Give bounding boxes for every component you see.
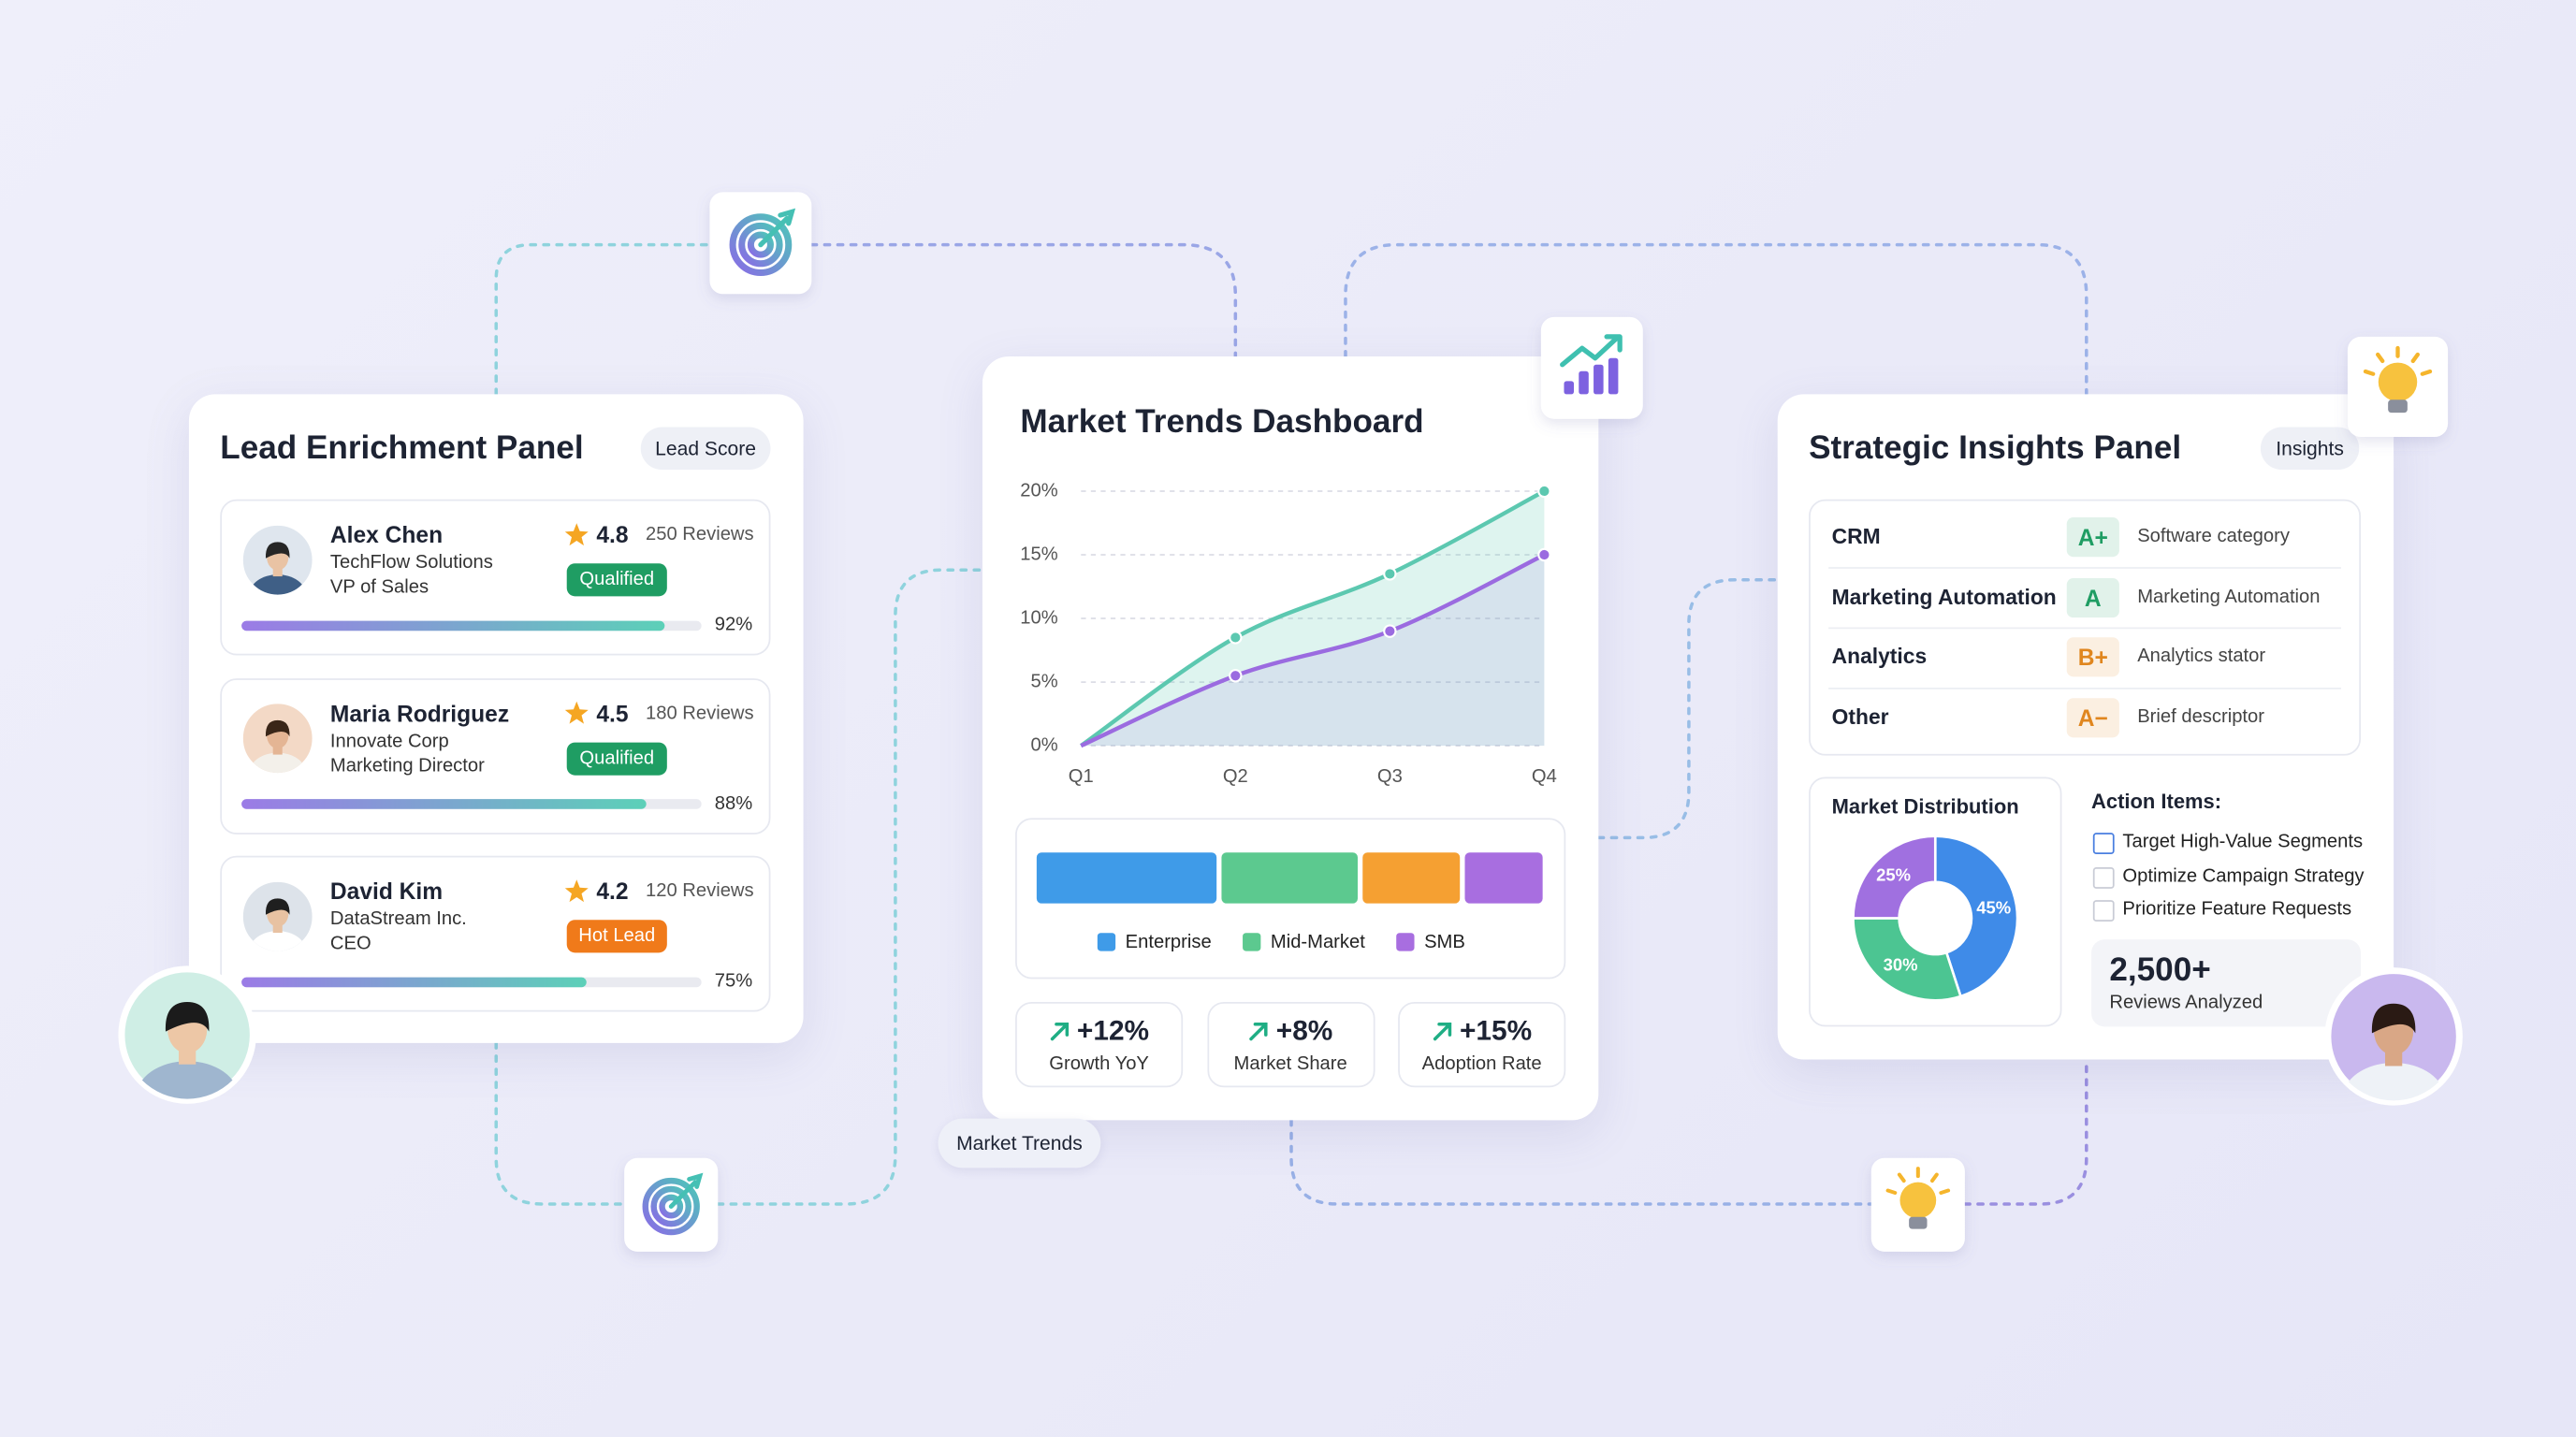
arrow <box>1049 1022 1069 1041</box>
stat-value: +15% <box>1460 1015 1533 1047</box>
status-pill: Qualified <box>566 741 667 775</box>
connector <box>494 242 712 397</box>
lead-role: CEO <box>329 934 371 954</box>
lead-rating: 4.8 <box>596 521 629 548</box>
segments-box <box>1015 818 1566 980</box>
checkbox[interactable] <box>2092 900 2115 922</box>
trend-arrow <box>1433 1022 1451 1041</box>
row-name: Other <box>1831 704 1889 730</box>
lead-reviews: 250 Reviews <box>646 525 754 545</box>
connector <box>1596 578 1780 840</box>
lead-role: Marketing Director <box>329 755 485 777</box>
checkbox[interactable] <box>2092 833 2115 854</box>
status-pill: Hot Lead <box>566 920 667 953</box>
lead-company: DataStream Inc. <box>329 909 467 930</box>
stat-label: Growth YoY <box>1049 1054 1149 1075</box>
lead-company: Innovate Corp <box>329 731 449 751</box>
distribution-box <box>1809 777 2062 1027</box>
reviews-label: Reviews Analyzed <box>2109 993 2263 1013</box>
stat-row: +15% <box>1432 1015 1532 1048</box>
stat-row: +12% <box>1049 1015 1149 1048</box>
stat-label: Market Share <box>1233 1054 1347 1075</box>
action-item: Prioritize Feature Requests <box>2122 899 2352 920</box>
action-item: Optimize Campaign Strategy <box>2122 865 2365 886</box>
progress-label: 88% <box>714 793 753 814</box>
grade-badge: A+ <box>2066 517 2119 558</box>
connector <box>809 242 1238 358</box>
lead-card <box>220 855 771 1012</box>
stat-box: +8% Market Share <box>1206 1002 1375 1088</box>
panel-title: Lead Enrichment Panel <box>220 430 584 467</box>
grade-badge: A− <box>2066 698 2119 738</box>
reviews-box <box>2091 939 2361 1027</box>
tag-pill: Market Trends <box>938 1118 1101 1168</box>
arrow <box>1248 1022 1268 1041</box>
trend-arrow <box>1248 1022 1268 1041</box>
panel-title: Strategic Insights Panel <box>1809 430 2182 467</box>
status-pill: Qualified <box>566 563 667 597</box>
arrow <box>1433 1022 1451 1041</box>
row-desc: Software category <box>2137 527 2290 547</box>
row-name: Marketing Automation <box>1831 584 2057 609</box>
row-name: Analytics <box>1831 644 1928 670</box>
lead-card <box>220 499 771 656</box>
panel-title: Market Trends Dashboard <box>1020 403 1424 441</box>
actions-title: Action Items: <box>2091 790 2222 814</box>
progress-label: 75% <box>714 971 753 992</box>
row-name: CRM <box>1831 523 1881 549</box>
grade-badge: A <box>2066 577 2119 617</box>
connector <box>1963 1057 2088 1206</box>
badge: Insights <box>2260 427 2360 471</box>
badge: Lead Score <box>640 427 771 471</box>
row-desc: Analytics stator <box>2137 646 2266 667</box>
lead-name: David Kim <box>329 878 444 905</box>
connector <box>1344 242 2088 397</box>
connector <box>1289 1118 1873 1206</box>
stat-box: +12% Growth YoY <box>1015 1002 1184 1088</box>
insights-table <box>1809 499 2361 756</box>
lead-name: Alex Chen <box>329 521 444 548</box>
connector <box>716 568 984 1206</box>
connector <box>494 1041 626 1206</box>
stat-label: Adoption Rate <box>1421 1054 1542 1075</box>
lead-company: TechFlow Solutions <box>329 553 493 573</box>
checkbox[interactable] <box>2092 866 2115 888</box>
row-desc: Brief descriptor <box>2137 707 2265 728</box>
lead-role: VP of Sales <box>329 577 429 598</box>
stat-row: +8% <box>1248 1015 1332 1048</box>
lead-name: Maria Rodriguez <box>329 699 510 726</box>
trend-arrow <box>1049 1022 1069 1041</box>
lead-reviews: 180 Reviews <box>646 703 754 723</box>
lead-rating: 4.5 <box>596 699 629 726</box>
stat-value: +8% <box>1275 1015 1333 1047</box>
progress-label: 92% <box>714 615 753 635</box>
stat-box: +15% Adoption Rate <box>1398 1002 1566 1088</box>
distribution-title: Market Distribution <box>1831 794 2019 819</box>
lead-rating: 4.2 <box>596 878 629 905</box>
stat-value: +12% <box>1076 1015 1150 1047</box>
reviews-count: 2,500+ <box>2109 952 2211 989</box>
grade-badge: B+ <box>2066 637 2119 678</box>
row-desc: Marketing Automation <box>2137 587 2321 607</box>
lead-reviews: 120 Reviews <box>646 881 754 902</box>
action-item: Target High-Value Segments <box>2122 832 2364 852</box>
